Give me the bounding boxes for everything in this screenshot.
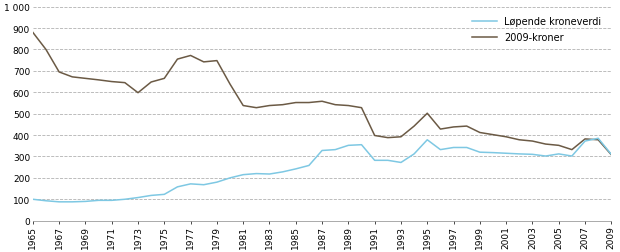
Løpende kroneverdi <box>226 177 234 180</box>
Løpende kroneverdi <box>82 200 89 203</box>
Løpende kroneverdi <box>489 151 497 154</box>
2009-kroner <box>463 125 471 128</box>
Løpende kroneverdi <box>252 172 260 175</box>
Løpende kroneverdi <box>108 199 115 202</box>
2009-kroner <box>95 79 102 82</box>
Løpende kroneverdi <box>55 201 63 204</box>
Løpende kroneverdi <box>345 144 352 147</box>
Løpende kroneverdi <box>121 198 128 201</box>
Løpende kroneverdi <box>292 168 299 171</box>
Løpende kroneverdi <box>529 153 536 156</box>
2009-kroner <box>148 81 155 84</box>
2009-kroner <box>266 105 273 108</box>
Løpende kroneverdi <box>436 148 444 151</box>
Løpende kroneverdi <box>187 183 194 186</box>
2009-kroner <box>410 125 418 128</box>
Løpende kroneverdi <box>568 155 575 158</box>
Legend: Løpende kroneverdi, 2009-kroner: Løpende kroneverdi, 2009-kroner <box>467 13 606 48</box>
2009-kroner <box>161 78 168 81</box>
2009-kroner <box>371 135 378 138</box>
2009-kroner <box>595 139 602 142</box>
Løpende kroneverdi <box>318 149 326 152</box>
2009-kroner <box>29 32 37 35</box>
Løpende kroneverdi <box>161 193 168 196</box>
Løpende kroneverdi <box>450 146 458 149</box>
Løpende kroneverdi <box>135 196 142 199</box>
2009-kroner <box>187 55 194 58</box>
2009-kroner <box>450 126 458 129</box>
2009-kroner <box>135 92 142 95</box>
2009-kroner <box>239 105 247 108</box>
Løpende kroneverdi <box>542 155 549 158</box>
2009-kroner <box>121 82 128 85</box>
Løpende kroneverdi <box>423 139 431 142</box>
Løpende kroneverdi <box>174 186 181 189</box>
Løpende kroneverdi <box>358 144 365 147</box>
2009-kroner <box>332 104 339 107</box>
Løpende kroneverdi <box>29 198 37 201</box>
2009-kroner <box>542 143 549 146</box>
2009-kroner <box>213 60 221 63</box>
Løpende kroneverdi <box>384 159 392 162</box>
Løpende kroneverdi <box>371 159 378 162</box>
2009-kroner <box>489 134 497 137</box>
Løpende kroneverdi <box>555 153 562 156</box>
2009-kroner <box>55 71 63 74</box>
Løpende kroneverdi <box>582 140 589 143</box>
Løpende kroneverdi <box>69 201 76 204</box>
2009-kroner <box>423 112 431 115</box>
Løpende kroneverdi <box>239 173 247 176</box>
Løpende kroneverdi <box>200 183 208 186</box>
2009-kroner <box>305 102 312 105</box>
2009-kroner <box>82 78 89 81</box>
Løpende kroneverdi <box>502 152 510 155</box>
2009-kroner <box>292 102 299 105</box>
2009-kroner <box>516 139 523 142</box>
Løpende kroneverdi <box>279 171 286 174</box>
2009-kroner <box>555 144 562 147</box>
Løpende kroneverdi <box>332 148 339 151</box>
Løpende kroneverdi <box>410 153 418 156</box>
2009-kroner <box>226 83 234 86</box>
2009-kroner <box>529 140 536 143</box>
2009-kroner <box>69 76 76 79</box>
Løpende kroneverdi <box>42 199 50 202</box>
2009-kroner <box>436 128 444 131</box>
2009-kroner <box>397 136 405 139</box>
2009-kroner <box>345 105 352 108</box>
Løpende kroneverdi <box>463 146 471 149</box>
2009-kroner <box>279 104 286 107</box>
2009-kroner <box>108 81 115 84</box>
Løpende kroneverdi <box>266 173 273 176</box>
2009-kroner <box>42 49 50 52</box>
Løpende kroneverdi <box>608 153 615 156</box>
2009-kroner <box>582 138 589 141</box>
Løpende kroneverdi <box>213 181 221 184</box>
Line: 2009-kroner: 2009-kroner <box>33 33 611 155</box>
2009-kroner <box>252 107 260 110</box>
2009-kroner <box>174 58 181 61</box>
Løpende kroneverdi <box>397 161 405 164</box>
2009-kroner <box>502 136 510 139</box>
Line: Løpende kroneverdi: Løpende kroneverdi <box>33 139 611 202</box>
2009-kroner <box>476 132 484 135</box>
2009-kroner <box>358 107 365 110</box>
2009-kroner <box>318 100 326 103</box>
Løpende kroneverdi <box>476 151 484 154</box>
2009-kroner <box>608 154 615 157</box>
Løpende kroneverdi <box>595 137 602 140</box>
2009-kroner <box>200 61 208 64</box>
2009-kroner <box>384 137 392 140</box>
Løpende kroneverdi <box>516 153 523 156</box>
Løpende kroneverdi <box>148 194 155 197</box>
Løpende kroneverdi <box>95 199 102 202</box>
2009-kroner <box>568 148 575 151</box>
Løpende kroneverdi <box>305 164 312 167</box>
